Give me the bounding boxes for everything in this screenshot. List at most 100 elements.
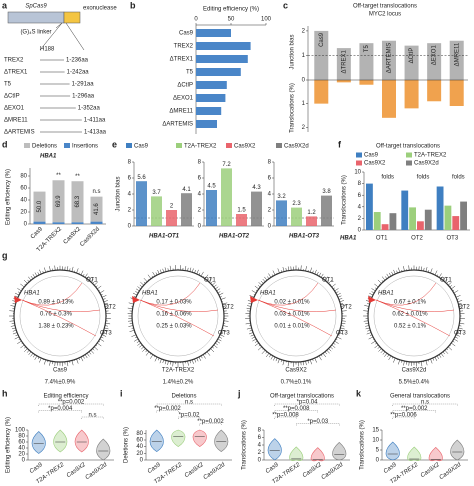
circos-spike <box>457 300 463 303</box>
circos-spike <box>17 340 22 344</box>
legend-swatch <box>64 143 70 148</box>
insertion-bar <box>33 221 46 224</box>
circos-spike <box>213 284 217 288</box>
y-tick-label: 4 <box>268 192 272 198</box>
circos-spike <box>318 272 322 277</box>
circos-spike <box>378 284 380 286</box>
bar <box>276 200 287 226</box>
circos-spike <box>459 322 465 325</box>
circos-spike <box>215 286 219 290</box>
circos-spike <box>37 272 40 276</box>
circos-spike <box>312 358 314 361</box>
bar <box>196 68 241 76</box>
bar <box>136 181 147 226</box>
circos-spike <box>326 280 329 282</box>
legend-label: Deletions <box>32 144 57 150</box>
p-value: **p=0.002 <box>197 419 224 425</box>
y-tick-label: 2 <box>128 208 132 214</box>
significance: ** <box>75 174 80 180</box>
category: Cas9 <box>383 462 398 475</box>
p-value: **p=0.002 <box>401 406 428 412</box>
circos-spike <box>258 282 262 286</box>
circos-spike <box>10 325 16 327</box>
bar <box>401 190 409 230</box>
circos-spike <box>158 357 160 361</box>
group-label: HBA1-OT1 <box>149 234 180 240</box>
site-label: OT3 <box>100 331 112 337</box>
circos-spike <box>132 292 138 296</box>
y-tick-label: 40 <box>20 198 27 204</box>
circos-spike <box>131 334 137 337</box>
violin <box>214 429 229 453</box>
circos-spike <box>208 278 213 282</box>
circos-spike <box>217 291 221 294</box>
circos-spike <box>95 285 98 288</box>
p-value: *p=0.02 <box>179 413 201 419</box>
circos-spike <box>222 302 228 305</box>
p-value: n.s <box>88 413 96 419</box>
circos-spike <box>30 275 34 279</box>
circos-spike <box>387 354 390 357</box>
circos-spike <box>458 305 463 307</box>
bar <box>424 209 432 230</box>
circos-spike <box>432 357 435 361</box>
circos-spike <box>135 291 139 294</box>
circos-spike <box>434 356 438 361</box>
circos-spike <box>408 265 410 271</box>
circos-spike <box>455 295 461 298</box>
site-value: 0.76 ± 0.3% <box>40 312 73 318</box>
circos-spike <box>398 267 401 273</box>
circos-spike <box>18 338 21 341</box>
site-value: 0.01 ± 0.01% <box>274 324 310 330</box>
circos-spike <box>458 303 462 305</box>
plot-total: 1.4%±0.2% <box>163 380 194 386</box>
circos-spike <box>420 266 423 271</box>
locus-arrow <box>132 296 140 303</box>
category: ΔTREX1 <box>341 49 347 73</box>
circos-spike <box>39 357 42 363</box>
y-tick-label: 0 <box>302 78 306 84</box>
value-label: 3.8 <box>322 189 331 195</box>
circos-spike <box>105 322 111 325</box>
circos-spike <box>381 276 386 281</box>
circos-spike <box>322 353 327 358</box>
circos-spike <box>220 332 224 334</box>
circos-spike <box>378 348 382 352</box>
transloc-bar <box>404 80 419 109</box>
deletion-bar <box>90 196 103 222</box>
circos-spike <box>154 356 158 362</box>
category: T5 <box>364 45 370 53</box>
bar <box>206 190 217 226</box>
p-value: n.s <box>185 400 193 406</box>
circos-spike <box>265 351 268 354</box>
bracket <box>199 423 222 426</box>
legend-label: Insertions <box>72 144 98 150</box>
axis-title: Translocations (%) <box>360 420 366 470</box>
circos-spike <box>403 360 405 366</box>
circos-spike <box>101 334 107 337</box>
site-label: OT2 <box>222 305 234 311</box>
value-label: 3.7 <box>152 190 161 196</box>
circos-spike <box>104 305 109 307</box>
category: ΔARTEMIS <box>387 43 393 74</box>
circos-spike <box>213 344 218 349</box>
circos-spike <box>452 340 455 343</box>
p-value: n.s <box>421 400 429 406</box>
legend-label: Cas9X2d <box>284 144 309 150</box>
title: HBA1 <box>40 154 57 160</box>
circos-spike <box>249 295 255 298</box>
circos-spike <box>12 329 17 332</box>
category: Cas9X2d <box>79 226 101 248</box>
circos-spike <box>403 266 405 272</box>
deletion-bar <box>71 181 84 223</box>
circos-spike <box>267 276 270 279</box>
circos-spike <box>23 279 28 284</box>
circos-spike <box>94 346 98 351</box>
circos-spike <box>440 276 443 279</box>
p-value: *p=0.03 <box>307 419 329 425</box>
bracket <box>38 410 82 413</box>
gene: SpCas9 <box>25 4 47 10</box>
circos-spike <box>330 284 332 286</box>
circos-spike <box>365 327 370 330</box>
bar <box>444 205 452 230</box>
